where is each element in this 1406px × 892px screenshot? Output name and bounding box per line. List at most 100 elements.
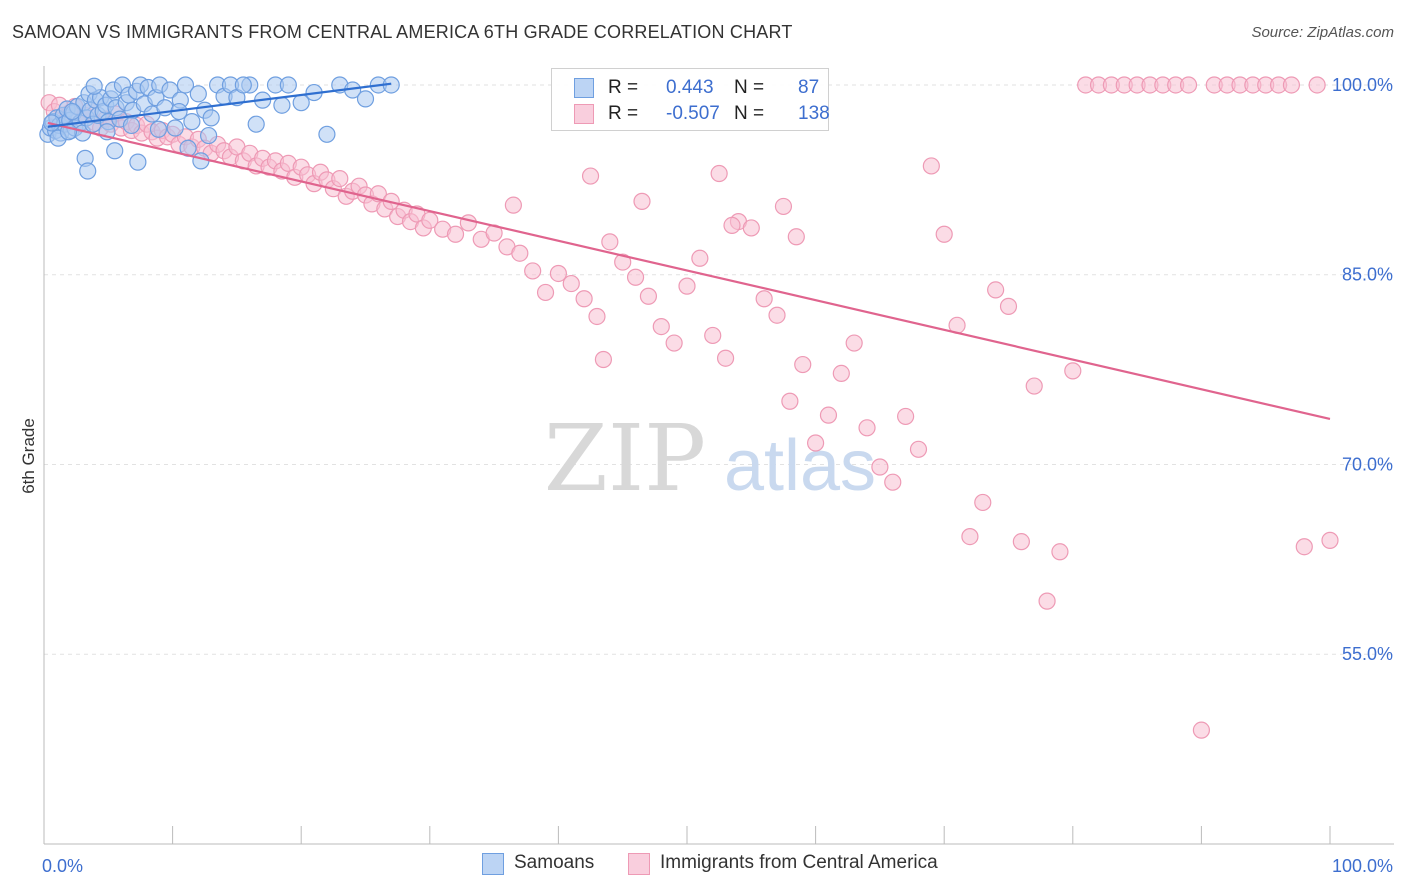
axes (43, 66, 1394, 845)
immigrants-point (742, 219, 760, 237)
immigrants-point (768, 306, 786, 324)
immigrants-point (1064, 362, 1082, 380)
legend-r-value: 0.443 (666, 77, 714, 98)
immigrants-point (723, 216, 741, 234)
immigrants-legend-swatch (628, 853, 650, 875)
samoans-trend-line (47, 82, 392, 128)
immigrants-point (774, 197, 793, 216)
immigrants-point (614, 253, 632, 271)
immigrants-point (710, 164, 728, 183)
immigrants-point (504, 196, 522, 214)
samoans-point (176, 76, 195, 94)
samoans-point (161, 81, 179, 99)
immigrants-points (40, 76, 1339, 739)
samoans-point (234, 76, 252, 94)
immigrants-point (524, 262, 542, 280)
x-tick-label: 0.0% (42, 856, 83, 876)
immigrants-swatch (574, 104, 594, 124)
immigrants-point (652, 317, 670, 336)
immigrants-point (331, 169, 349, 188)
y-tick-label: 85.0% (1342, 265, 1393, 285)
immigrants-point (871, 458, 889, 476)
immigrants-point (562, 274, 580, 293)
samoans-point (79, 162, 97, 180)
immigrants-point (1192, 721, 1211, 739)
samoans-point (279, 76, 297, 94)
immigrants-point (1179, 76, 1198, 94)
immigrants-point (1051, 543, 1069, 561)
immigrants-point (999, 297, 1018, 315)
immigrants-point (704, 326, 722, 345)
legend-n-label: N = (734, 103, 765, 124)
y-tick-label: 55.0% (1342, 644, 1393, 664)
samoans-point (202, 109, 220, 127)
samoans-point (247, 115, 265, 133)
immigrants-point (511, 244, 529, 262)
immigrants-point (1308, 76, 1326, 94)
immigrants-point (781, 392, 799, 410)
legend-n-label: N = (734, 77, 765, 98)
immigrants-point (787, 228, 805, 246)
immigrants-point (1038, 592, 1056, 610)
immigrants-point (626, 268, 645, 286)
tick-labels: 100.0% 85.0% 70.0% 55.0% 0.0% 100.0% (42, 75, 1393, 876)
samoans-point (273, 96, 291, 114)
samoans-points (39, 76, 400, 180)
y-tick-label: 100.0% (1332, 75, 1393, 95)
legend-n-value: 138 (798, 103, 830, 124)
immigrants-point (639, 287, 658, 305)
samoans-point (122, 116, 141, 135)
immigrants-point (845, 334, 863, 352)
immigrants-point (691, 249, 709, 267)
x-tick-label: 100.0% (1332, 856, 1393, 876)
legend-r-value: -0.507 (666, 103, 720, 124)
samoans-swatch (574, 78, 594, 98)
samoans-point (149, 120, 168, 138)
immigrants-point (421, 211, 439, 229)
immigrants-point (678, 277, 696, 295)
samoans-point (200, 126, 218, 145)
samoans-point (183, 113, 201, 131)
immigrants-point (536, 283, 555, 302)
immigrants-point (575, 290, 593, 308)
legend-r-label: R = (608, 103, 639, 124)
watermark-atlas: atlas (724, 426, 876, 506)
immigrants-point (884, 473, 902, 491)
immigrants-point (806, 434, 825, 452)
immigrants-point (601, 233, 619, 251)
immigrants-point (459, 214, 477, 232)
samoans-legend-swatch (482, 853, 504, 875)
immigrants-point (909, 440, 928, 458)
immigrants-point (794, 355, 812, 374)
immigrants-point (755, 290, 773, 308)
immigrants-point (819, 406, 838, 424)
samoans-point (106, 142, 124, 160)
samoans-point (192, 152, 210, 170)
immigrants-point (1295, 538, 1313, 556)
immigrants-point (588, 307, 606, 326)
immigrants-point (858, 419, 876, 437)
legend-r-label: R = (608, 77, 639, 98)
samoans-legend-label: Samoans (514, 852, 595, 873)
immigrants-point (665, 334, 683, 352)
samoans-point (189, 85, 207, 103)
samoans-point (129, 153, 147, 171)
immigrants-point (987, 281, 1005, 299)
samoans-point (356, 90, 375, 108)
immigrants-point (935, 225, 953, 243)
immigrants-point (1012, 533, 1030, 551)
samoans-point (166, 119, 184, 137)
immigrants-point (974, 493, 992, 512)
source-label: Source: ZipAtlas.com (1251, 24, 1394, 41)
immigrants-trend-line (47, 121, 1331, 421)
correlation-legend: R = 0.443 N = 87 R = -0.507 N = 138 (551, 68, 830, 131)
y-tick-label: 70.0% (1342, 454, 1393, 474)
immigrants-point (594, 350, 613, 369)
immigrants-point (549, 264, 568, 283)
immigrants-point (581, 167, 600, 185)
immigrants-point (897, 407, 915, 426)
immigrants-point (446, 225, 465, 243)
legend-n-value: 87 (798, 77, 820, 98)
immigrants-point (1321, 531, 1339, 549)
